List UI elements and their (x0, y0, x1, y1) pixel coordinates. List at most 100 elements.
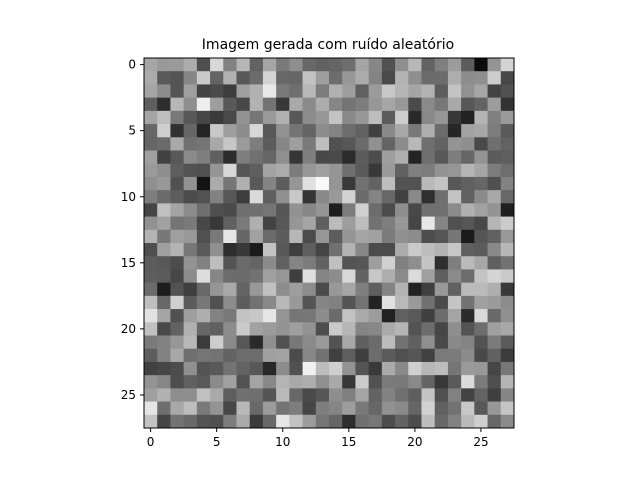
heatmap-cell (487, 137, 502, 151)
heatmap-cell (368, 348, 383, 363)
heatmap-cell (461, 84, 475, 99)
heatmap-cell (474, 190, 488, 204)
heatmap-cell (302, 309, 317, 323)
heatmap-cell (447, 176, 462, 191)
heatmap-cell (170, 414, 185, 429)
heatmap-cell (289, 124, 303, 138)
heatmap-cell (461, 269, 475, 284)
heatmap-cell (236, 269, 251, 284)
heatmap-cell (276, 269, 290, 284)
heatmap-cell (144, 282, 158, 297)
heatmap-cell (434, 71, 449, 85)
heatmap-cell (210, 269, 224, 284)
heatmap-cell (342, 229, 356, 244)
heatmap-cell (421, 348, 436, 363)
heatmap-cell (170, 150, 185, 165)
heatmap-cell (289, 110, 303, 125)
heatmap-cell (302, 348, 317, 363)
heatmap-cell (368, 322, 383, 336)
heatmap-cell (434, 414, 449, 429)
heatmap-cell (500, 229, 515, 244)
heatmap-cell (210, 295, 224, 310)
heatmap-cell (342, 71, 356, 85)
heatmap-cell (236, 282, 251, 297)
heatmap-cell (210, 348, 224, 363)
heatmap-cell (355, 58, 370, 72)
heatmap-cell (447, 243, 462, 257)
heatmap-cell (381, 229, 396, 244)
heatmap-cell (329, 176, 343, 191)
heatmap-cell (329, 124, 343, 138)
heatmap-cell (342, 176, 356, 191)
heatmap-cell (262, 295, 277, 310)
heatmap-cell (395, 58, 409, 72)
heatmap-cell (500, 414, 515, 429)
heatmap-cell (421, 229, 436, 244)
heatmap-cell (342, 361, 356, 376)
y-tick-label: 0 (128, 58, 136, 72)
heatmap-cell (421, 163, 436, 178)
heatmap-cell (223, 375, 237, 389)
heatmap-cell (500, 243, 515, 257)
heatmap-cell (368, 163, 383, 178)
heatmap-cell (276, 150, 290, 165)
heatmap-cell (355, 137, 370, 151)
heatmap-cell (329, 414, 343, 429)
heatmap-cell (289, 348, 303, 363)
heatmap-cell (500, 124, 515, 138)
y-tick-label: 20 (121, 322, 136, 336)
heatmap-cell (170, 163, 185, 178)
heatmap-cell (355, 361, 370, 376)
heatmap-cell (183, 335, 198, 350)
heatmap-cell (289, 295, 303, 310)
heatmap-cell (276, 137, 290, 151)
heatmap-cell (500, 203, 515, 217)
heatmap-cell (236, 124, 251, 138)
heatmap-cell (355, 282, 370, 297)
heatmap-cell (395, 269, 409, 284)
heatmap-cell (408, 58, 422, 72)
heatmap-cell (408, 137, 422, 151)
heatmap-cell (183, 137, 198, 151)
heatmap-cell (157, 150, 171, 165)
heatmap-cell (183, 71, 198, 85)
heatmap-cell (500, 348, 515, 363)
heatmap-cell (289, 282, 303, 297)
heatmap-cell (170, 176, 185, 191)
heatmap-cell (249, 150, 264, 165)
heatmap-cell (342, 97, 356, 112)
heatmap-cell (196, 335, 211, 350)
heatmap-cell (368, 243, 383, 257)
heatmap-cell (276, 414, 290, 429)
heatmap-cell (223, 256, 237, 270)
heatmap-cell (447, 216, 462, 231)
heatmap-cell (368, 176, 383, 191)
heatmap-cell (434, 375, 449, 389)
heatmap-cell (500, 309, 515, 323)
heatmap-cell (474, 229, 488, 244)
heatmap-cell (500, 269, 515, 284)
heatmap-cell (381, 348, 396, 363)
heatmap-cell (329, 58, 343, 72)
heatmap-cell (223, 295, 237, 310)
heatmap-cell (249, 71, 264, 85)
heatmap-cell (170, 203, 185, 217)
heatmap-cell (183, 322, 198, 336)
heatmap-cell (196, 322, 211, 336)
heatmap-cell (447, 295, 462, 310)
heatmap-cell (395, 216, 409, 231)
heatmap-cell (461, 322, 475, 336)
heatmap-cell (329, 361, 343, 376)
heatmap-cell (381, 110, 396, 125)
heatmap-cell (408, 229, 422, 244)
heatmap-cell (395, 322, 409, 336)
heatmap-cell (408, 176, 422, 191)
heatmap-cell (355, 375, 370, 389)
heatmap-cell (289, 190, 303, 204)
heatmap-cell (355, 190, 370, 204)
heatmap-cell (487, 229, 502, 244)
heatmap-cell (355, 97, 370, 112)
heatmap-cell (302, 243, 317, 257)
heatmap-cell (447, 269, 462, 284)
heatmap-cell (262, 375, 277, 389)
